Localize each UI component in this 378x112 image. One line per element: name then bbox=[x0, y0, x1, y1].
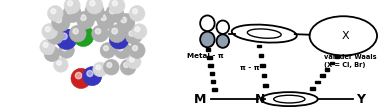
Circle shape bbox=[77, 29, 84, 36]
Bar bbox=[206, 48, 210, 51]
Circle shape bbox=[64, 0, 80, 14]
Circle shape bbox=[63, 4, 81, 23]
Circle shape bbox=[93, 62, 107, 77]
Circle shape bbox=[106, 4, 124, 22]
Circle shape bbox=[129, 31, 134, 36]
Text: Metal - π: Metal - π bbox=[187, 53, 224, 59]
Circle shape bbox=[108, 25, 126, 43]
Circle shape bbox=[54, 58, 68, 72]
Circle shape bbox=[56, 29, 77, 50]
Circle shape bbox=[67, 8, 73, 14]
Circle shape bbox=[104, 46, 108, 51]
Circle shape bbox=[113, 33, 120, 40]
Circle shape bbox=[57, 61, 61, 65]
Text: X: X bbox=[341, 31, 349, 41]
Circle shape bbox=[43, 42, 48, 47]
Text: Y: Y bbox=[356, 93, 365, 106]
Bar bbox=[325, 68, 329, 71]
Circle shape bbox=[126, 54, 141, 69]
Circle shape bbox=[121, 17, 127, 23]
Bar bbox=[335, 55, 339, 58]
Circle shape bbox=[132, 24, 147, 39]
Circle shape bbox=[42, 24, 57, 39]
Circle shape bbox=[44, 46, 60, 62]
Circle shape bbox=[68, 1, 73, 6]
Circle shape bbox=[96, 65, 101, 70]
Bar bbox=[263, 84, 268, 87]
Circle shape bbox=[71, 68, 91, 88]
Circle shape bbox=[62, 46, 67, 51]
Circle shape bbox=[133, 9, 138, 14]
Circle shape bbox=[118, 45, 123, 51]
Circle shape bbox=[129, 6, 145, 21]
Bar bbox=[262, 74, 266, 77]
Circle shape bbox=[75, 72, 82, 79]
Circle shape bbox=[107, 62, 112, 68]
Circle shape bbox=[47, 27, 64, 44]
Circle shape bbox=[77, 11, 94, 29]
Circle shape bbox=[120, 59, 136, 75]
Circle shape bbox=[109, 0, 125, 14]
Bar bbox=[315, 81, 320, 83]
Circle shape bbox=[86, 0, 103, 14]
Circle shape bbox=[114, 42, 131, 59]
Bar bbox=[210, 72, 214, 75]
Ellipse shape bbox=[200, 32, 215, 47]
Circle shape bbox=[87, 70, 93, 76]
Ellipse shape bbox=[217, 34, 229, 48]
Bar bbox=[259, 54, 263, 57]
Circle shape bbox=[52, 13, 70, 32]
Circle shape bbox=[129, 42, 145, 58]
Circle shape bbox=[48, 6, 63, 21]
Circle shape bbox=[110, 8, 115, 14]
Circle shape bbox=[112, 1, 118, 6]
Text: M: M bbox=[194, 93, 206, 106]
Circle shape bbox=[45, 27, 50, 32]
Bar bbox=[207, 56, 212, 59]
Circle shape bbox=[59, 43, 74, 58]
Circle shape bbox=[73, 29, 78, 34]
Circle shape bbox=[69, 25, 86, 42]
Circle shape bbox=[101, 15, 106, 20]
Circle shape bbox=[117, 13, 135, 31]
Text: π - π: π - π bbox=[240, 65, 260, 71]
Circle shape bbox=[89, 5, 95, 12]
Circle shape bbox=[60, 33, 67, 40]
Circle shape bbox=[135, 27, 140, 32]
Circle shape bbox=[83, 67, 102, 86]
Circle shape bbox=[109, 29, 129, 49]
Circle shape bbox=[125, 27, 142, 44]
Circle shape bbox=[112, 28, 118, 34]
Bar bbox=[320, 74, 324, 77]
Bar bbox=[330, 62, 334, 64]
Circle shape bbox=[81, 15, 86, 20]
Circle shape bbox=[40, 39, 55, 55]
Circle shape bbox=[97, 11, 115, 29]
Text: van der Waals
(X = Cl, Br): van der Waals (X = Cl, Br) bbox=[324, 54, 376, 68]
Bar bbox=[310, 87, 315, 90]
Circle shape bbox=[73, 25, 94, 46]
Bar bbox=[208, 64, 213, 67]
Bar bbox=[211, 80, 215, 83]
Text: N: N bbox=[255, 93, 266, 106]
Circle shape bbox=[90, 1, 95, 6]
Bar bbox=[260, 64, 265, 67]
Circle shape bbox=[92, 25, 108, 42]
Circle shape bbox=[51, 9, 56, 14]
Circle shape bbox=[132, 46, 138, 51]
Bar bbox=[212, 88, 217, 91]
Circle shape bbox=[130, 57, 134, 62]
Circle shape bbox=[48, 49, 53, 54]
Circle shape bbox=[85, 2, 104, 21]
Circle shape bbox=[104, 59, 119, 75]
Circle shape bbox=[124, 62, 129, 68]
Circle shape bbox=[95, 29, 101, 34]
Circle shape bbox=[51, 31, 56, 36]
Circle shape bbox=[100, 43, 116, 58]
Circle shape bbox=[56, 17, 62, 23]
Bar bbox=[257, 45, 262, 47]
